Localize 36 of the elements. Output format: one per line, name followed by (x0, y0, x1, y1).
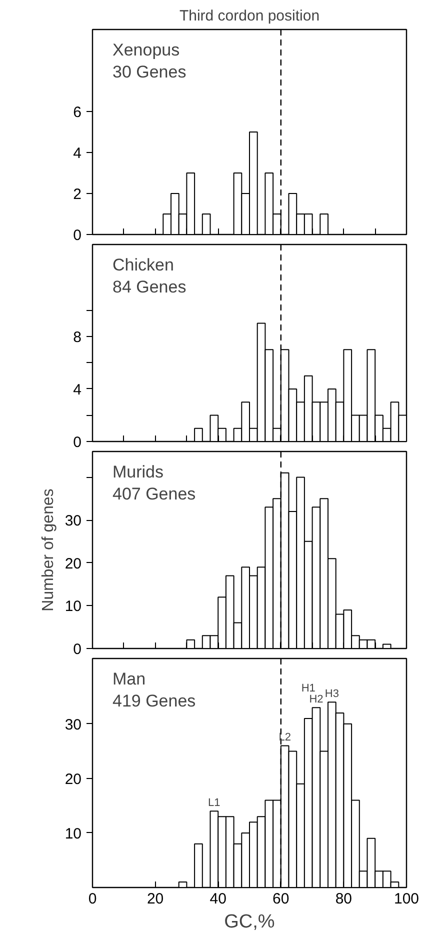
x-tick-label: 100 (394, 890, 420, 908)
annotation: Xenopus (112, 40, 180, 60)
x-tick-label: 0 (88, 890, 97, 908)
y-tick-label: 20 (64, 770, 82, 788)
y-tick-label: 0 (73, 227, 82, 244)
y-tick-label: 4 (73, 145, 82, 162)
annotation: H2 (309, 694, 324, 706)
annotation: H3 (324, 688, 339, 700)
annotation: L2 (278, 732, 291, 744)
x-axis-title: GC,% (224, 912, 275, 932)
y-tick-label: 6 (73, 104, 82, 121)
annotation: 30 Genes (112, 62, 186, 82)
chart-title: Third cordon position (179, 8, 320, 24)
annotation: Chicken (112, 256, 174, 274)
x-tick-label: 20 (146, 890, 164, 908)
y-tick-label: 8 (73, 328, 82, 346)
y-tick-label: 4 (73, 381, 82, 398)
annotation: L1 (208, 797, 220, 810)
y-tick-label: 30 (64, 512, 82, 530)
y-tick-label: 0 (73, 434, 82, 451)
annotation: H1 (301, 682, 316, 694)
x-tick-label: 40 (210, 890, 226, 908)
x-tick-label: 60 (272, 890, 290, 908)
y-tick-label: 20 (64, 555, 82, 572)
y-tick-label: 10 (64, 598, 82, 616)
annotation: 407 Genes (112, 484, 196, 504)
y-tick-label: 0 (73, 641, 82, 658)
y-tick-label: 10 (64, 825, 82, 842)
annotation: Murids (112, 462, 164, 482)
x-tick-label: 80 (335, 890, 352, 908)
annotation: Man (112, 670, 146, 688)
annotation: 84 Genes (112, 278, 186, 296)
y-tick-label: 2 (73, 186, 82, 203)
annotation: 419 Genes (112, 692, 196, 710)
y-tick-label: 30 (64, 716, 82, 734)
y-axis-title: Number of genes (40, 488, 57, 612)
